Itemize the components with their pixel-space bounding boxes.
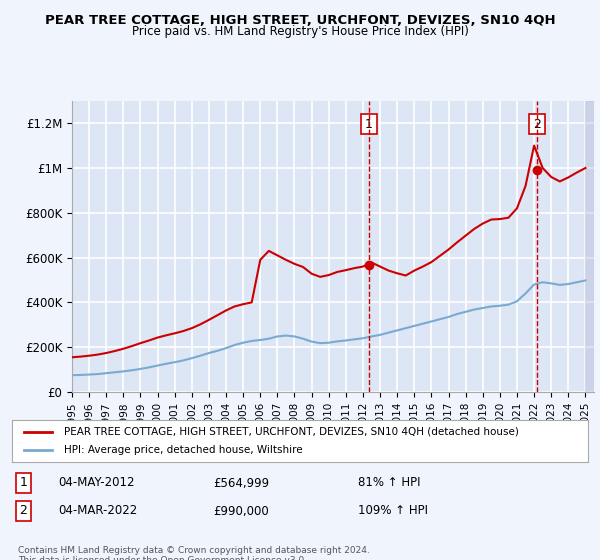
Text: 1: 1 bbox=[365, 118, 373, 130]
Text: £990,000: £990,000 bbox=[214, 505, 269, 517]
Text: 2: 2 bbox=[20, 505, 28, 517]
Text: PEAR TREE COTTAGE, HIGH STREET, URCHFONT, DEVIZES, SN10 4QH (detached house): PEAR TREE COTTAGE, HIGH STREET, URCHFONT… bbox=[64, 427, 519, 437]
Text: 04-MAY-2012: 04-MAY-2012 bbox=[58, 477, 134, 489]
Text: 1: 1 bbox=[20, 477, 28, 489]
Bar bbox=[586, 101, 594, 392]
Text: 04-MAR-2022: 04-MAR-2022 bbox=[58, 505, 137, 517]
Text: 2: 2 bbox=[533, 118, 541, 130]
Text: Price paid vs. HM Land Registry's House Price Index (HPI): Price paid vs. HM Land Registry's House … bbox=[131, 25, 469, 38]
Text: HPI: Average price, detached house, Wiltshire: HPI: Average price, detached house, Wilt… bbox=[64, 445, 302, 455]
Text: £564,999: £564,999 bbox=[214, 477, 270, 489]
Text: 109% ↑ HPI: 109% ↑ HPI bbox=[358, 505, 428, 517]
Text: PEAR TREE COTTAGE, HIGH STREET, URCHFONT, DEVIZES, SN10 4QH: PEAR TREE COTTAGE, HIGH STREET, URCHFONT… bbox=[44, 14, 556, 27]
Text: Contains HM Land Registry data © Crown copyright and database right 2024.
This d: Contains HM Land Registry data © Crown c… bbox=[18, 546, 370, 560]
Text: 81% ↑ HPI: 81% ↑ HPI bbox=[358, 477, 420, 489]
